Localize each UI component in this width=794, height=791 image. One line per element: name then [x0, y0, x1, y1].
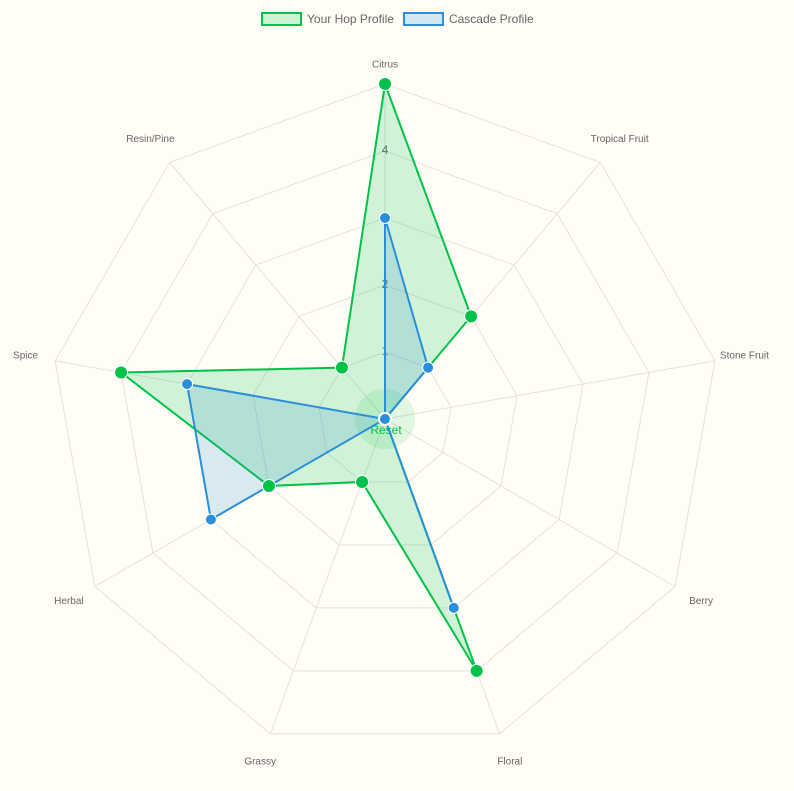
series-area	[118, 80, 478, 672]
category-label: Spice	[13, 350, 38, 361]
spoke	[384, 418, 676, 587]
category-label: Grassy	[244, 757, 276, 768]
category-label: Resin/Pine	[126, 134, 175, 145]
spoke	[169, 162, 386, 420]
grid-ring	[54, 83, 716, 735]
category-label: Tropical Fruit	[591, 134, 649, 145]
category-label: Berry	[689, 596, 713, 607]
data-point	[261, 479, 276, 493]
data-point	[204, 513, 217, 526]
legend-swatch	[261, 12, 302, 26]
spoke	[269, 418, 386, 734]
data-point	[379, 413, 391, 425]
data-point	[469, 663, 484, 678]
grid-ring	[120, 150, 650, 672]
data-point	[355, 474, 370, 489]
r-tick-label: 4	[382, 143, 389, 157]
grid-ring	[318, 351, 452, 483]
category-label: Citrus	[372, 60, 398, 71]
legend: Your Hop Profile Cascade Profile	[261, 12, 534, 26]
data-point	[334, 360, 349, 375]
legend-swatch	[402, 12, 444, 26]
category-label: Stone Fruit	[720, 350, 769, 361]
category-label: Herbal	[54, 596, 83, 607]
category-label: Floral	[497, 757, 522, 768]
grid-ring	[252, 284, 518, 546]
data-point	[422, 361, 435, 374]
grid-ring	[186, 217, 584, 609]
data-point	[114, 365, 129, 380]
legend-label: Your Hop Profile	[307, 12, 394, 26]
data-point	[447, 601, 460, 614]
reset-label[interactable]: Reset	[370, 423, 402, 437]
spoke	[384, 360, 715, 420]
data-point	[379, 212, 391, 224]
data-point	[181, 378, 194, 391]
data-point	[378, 77, 392, 91]
data-point	[464, 309, 479, 324]
legend-label: Cascade Profile	[449, 12, 534, 26]
